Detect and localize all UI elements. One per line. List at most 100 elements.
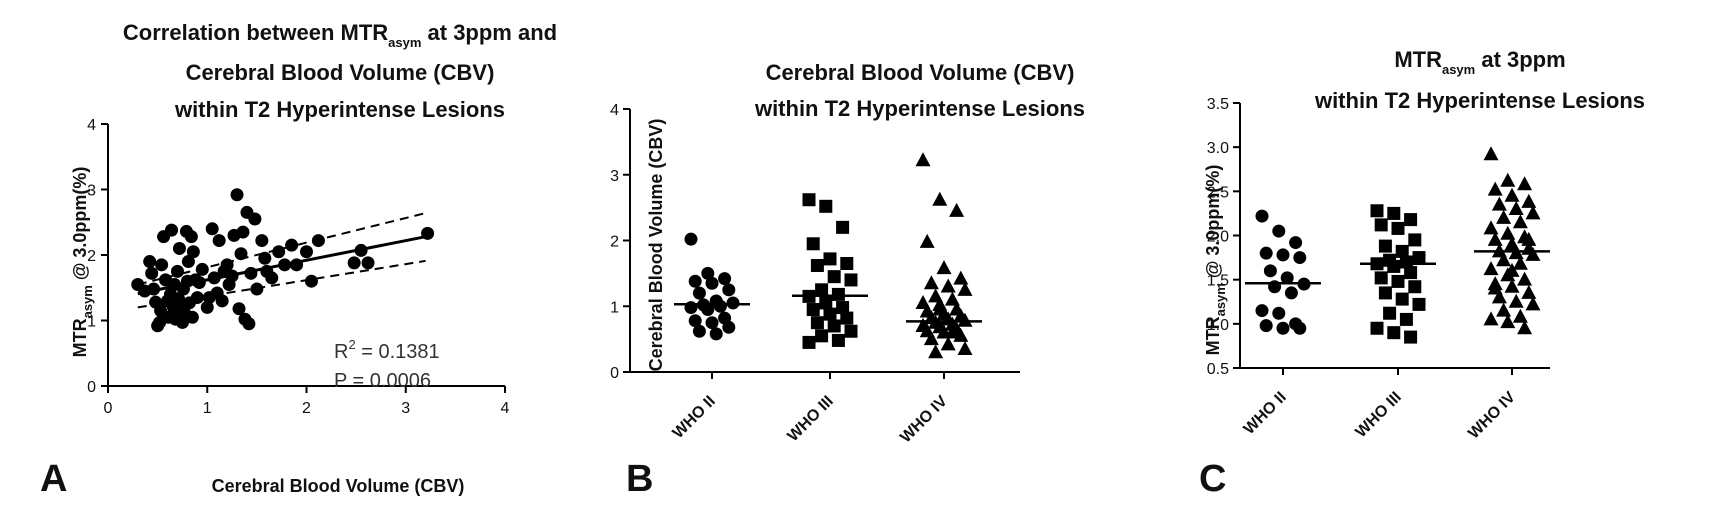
- panel-b-data-point: [944, 324, 960, 339]
- panel-b-data-point: [836, 301, 850, 315]
- panel-c-data-point: [1483, 220, 1499, 235]
- panel-c-data-point: [1512, 308, 1528, 323]
- panel-c-data-point: [1496, 252, 1512, 267]
- panel-c-data-point: [1496, 209, 1512, 224]
- panel-c-data-point: [1487, 181, 1503, 196]
- panel-b-median-lines: [674, 294, 982, 323]
- panel-b-data-point: [709, 327, 723, 341]
- panel-c-data-point: [1525, 205, 1541, 220]
- panel-c-data-point: [1280, 271, 1294, 285]
- panel-b-data-point: [705, 276, 719, 290]
- panel-a-data-point: [234, 247, 248, 261]
- panel-b-data-point: [819, 296, 833, 310]
- panel-c-data-point: [1521, 193, 1537, 208]
- panel-b-data-point: [823, 252, 837, 266]
- panel-b-title-line-1: Cerebral Blood Volume (CBV): [766, 60, 1075, 85]
- panel-c-y-tick-label: 1.0: [1207, 317, 1229, 334]
- panel-b-data-point: [915, 152, 931, 167]
- panel-c-tick-labels: 0.5 1.0 1.5 2.0 2.5 3.0 3.5: [1207, 96, 1229, 378]
- panel-c-data-point: [1517, 271, 1533, 286]
- panel-a-data-point: [181, 255, 195, 269]
- panel-a-data-point: [172, 241, 186, 255]
- panel-a-data-point: [272, 245, 286, 259]
- panel-b-y-tick-label: 4: [610, 102, 619, 119]
- panel-c-data-point: [1272, 306, 1286, 320]
- panel-c-median-lines: [1245, 250, 1550, 285]
- panel-c-data-point: [1276, 248, 1290, 262]
- panel-b-data-point: [692, 324, 706, 338]
- panel-c-data-point: [1504, 262, 1520, 277]
- panel-b-data-point: [810, 258, 824, 272]
- panel-b-data-point: [923, 331, 939, 346]
- panel-c-data-point: [1255, 209, 1269, 223]
- panel-c-data-point: [1404, 330, 1418, 344]
- panel-c-points: [1255, 146, 1541, 344]
- panel-b-category-label: WHO II: [670, 393, 719, 442]
- panel-c-data-point: [1408, 280, 1422, 294]
- panel-b-data-point: [953, 270, 969, 285]
- panel-c-data-point: [1374, 271, 1388, 285]
- panel-a-data-point: [361, 256, 375, 270]
- panel-c-category-label: WHO III: [1353, 389, 1405, 441]
- panel-a-data-point: [200, 300, 214, 314]
- panel-c-y-axis-label: MTRasym @ 3.0ppm(%): [1203, 165, 1228, 356]
- panel-c-y-tick-label: 2.0: [1207, 229, 1229, 246]
- panel-a-x-tick-label: 3: [401, 400, 410, 417]
- panel-c-data-point: [1525, 296, 1541, 311]
- panel-b-data-point: [940, 278, 956, 293]
- panel-a-x-tick-label: 1: [203, 400, 212, 417]
- panel-c-y-tick-label: 1.5: [1207, 273, 1229, 290]
- panel-b-data-point: [722, 320, 736, 334]
- panel-a-data-point: [265, 271, 279, 285]
- panel-b-data-point: [722, 283, 736, 297]
- panel-b-y-tick-label: 3: [610, 168, 619, 185]
- panel-b-axes: [623, 108, 1020, 379]
- panel-a-data-point: [165, 223, 179, 237]
- panel-b-data-point: [957, 340, 973, 355]
- panel-a-data-point: [155, 258, 169, 272]
- panel-c-data-point: [1383, 306, 1397, 320]
- panel-b-data-point: [940, 336, 956, 351]
- panel-b-data-point: [919, 233, 935, 248]
- panel-a-data-point: [248, 212, 262, 226]
- panel-c-y-tick-label: 2.5: [1207, 184, 1229, 201]
- panel-b-data-point: [923, 275, 939, 290]
- panel-b-data-point: [726, 296, 740, 310]
- panel-c-data-point: [1500, 172, 1516, 187]
- panel-c-data-point: [1395, 292, 1409, 306]
- panel-a-data-point: [230, 188, 244, 202]
- panel-b-data-point: [827, 270, 841, 284]
- panel-a-data-point: [236, 225, 250, 239]
- panel-b-data-point: [823, 307, 837, 321]
- panel-a-axes: [101, 123, 506, 393]
- panel-a-data-point: [186, 245, 200, 259]
- panel-b-data-point: [705, 316, 719, 330]
- panel-c-data-point: [1259, 246, 1273, 260]
- panel-a-data-point: [184, 230, 198, 244]
- panel-a-data-point: [244, 266, 258, 280]
- panel-a-data-point: [250, 282, 264, 296]
- panel-c-data-point: [1293, 321, 1307, 335]
- panel-a-data-point: [190, 291, 204, 305]
- panel-b: Cerebral Blood Volume (CBV) within T2 Hy…: [610, 60, 1085, 500]
- panel-a-data-point: [421, 226, 435, 240]
- panel-a-data-point: [143, 255, 157, 269]
- panel-a-data-point: [278, 258, 292, 272]
- panel-c-data-point: [1378, 239, 1392, 253]
- panel-b-y-tick-label: 0: [610, 365, 619, 382]
- panel-b-data-point: [815, 329, 829, 343]
- panel-b-data-point: [806, 237, 820, 251]
- panel-c-data-point: [1521, 231, 1537, 246]
- panel-a-p-value: P = 0.0006: [334, 370, 431, 392]
- panel-a-data-point: [145, 266, 159, 280]
- panel-c-data-point: [1408, 233, 1422, 247]
- panel-b-y-axis-label: Cerebral Blood Volume (CBV): [646, 119, 666, 372]
- panel-a-x-tick-label: 0: [104, 400, 113, 417]
- panel-b-data-point: [915, 317, 931, 332]
- panel-b-letter: B: [626, 458, 653, 500]
- panel-a-y-tick-label: 1: [87, 314, 96, 331]
- panel-c-category-label: WHO IV: [1465, 389, 1519, 443]
- panel-b-data-point: [806, 303, 820, 317]
- panel-c-data-point: [1370, 321, 1384, 335]
- panel-a-data-point: [192, 276, 206, 290]
